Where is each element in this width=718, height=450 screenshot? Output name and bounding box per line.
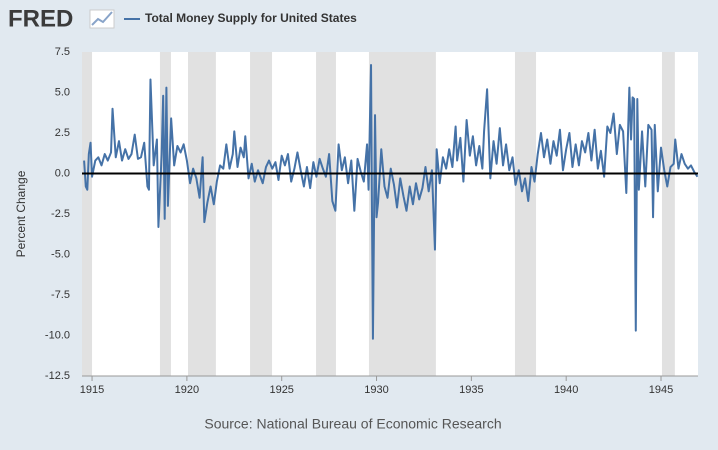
recession-band: [368, 52, 436, 376]
recession-band: [250, 52, 273, 376]
recession-band: [316, 52, 336, 376]
x-tick-label: 1940: [554, 384, 578, 396]
y-tick-label: 7.5: [55, 46, 70, 58]
plot: [82, 63, 699, 377]
logo-icon: [89, 9, 115, 29]
recession-band: [661, 52, 675, 376]
x-tick-label: 1935: [459, 384, 483, 396]
x-tick-label: 1925: [269, 384, 293, 396]
recession-band: [514, 52, 537, 376]
recession-band: [82, 52, 93, 376]
logo: FRED: [8, 5, 73, 32]
y-tick-label: -7.5: [51, 289, 70, 301]
y-tick-label: 5.0: [55, 86, 70, 98]
recessions: [82, 52, 675, 376]
y-tick-label: 2.5: [55, 127, 70, 139]
x-tick-label: 1920: [175, 384, 199, 396]
source: Source: National Bureau of Economic Rese…: [204, 416, 501, 432]
recession-band: [188, 52, 216, 376]
y-tick-label: 0.0: [55, 167, 70, 179]
legend-label: Total Money Supply for United States: [145, 11, 357, 25]
y-axis-label: Percent Change: [14, 170, 28, 257]
y-tick-label: -5.0: [51, 248, 70, 260]
y-tick-label: -10.0: [45, 329, 70, 341]
y-tick-label: -12.5: [45, 370, 70, 382]
x-tick-label: 1915: [80, 384, 104, 396]
x-tick-label: 1930: [364, 384, 388, 396]
x-tick-label: 1945: [649, 384, 673, 396]
y-tick-label: -2.5: [51, 208, 70, 220]
series-line: [83, 63, 699, 340]
